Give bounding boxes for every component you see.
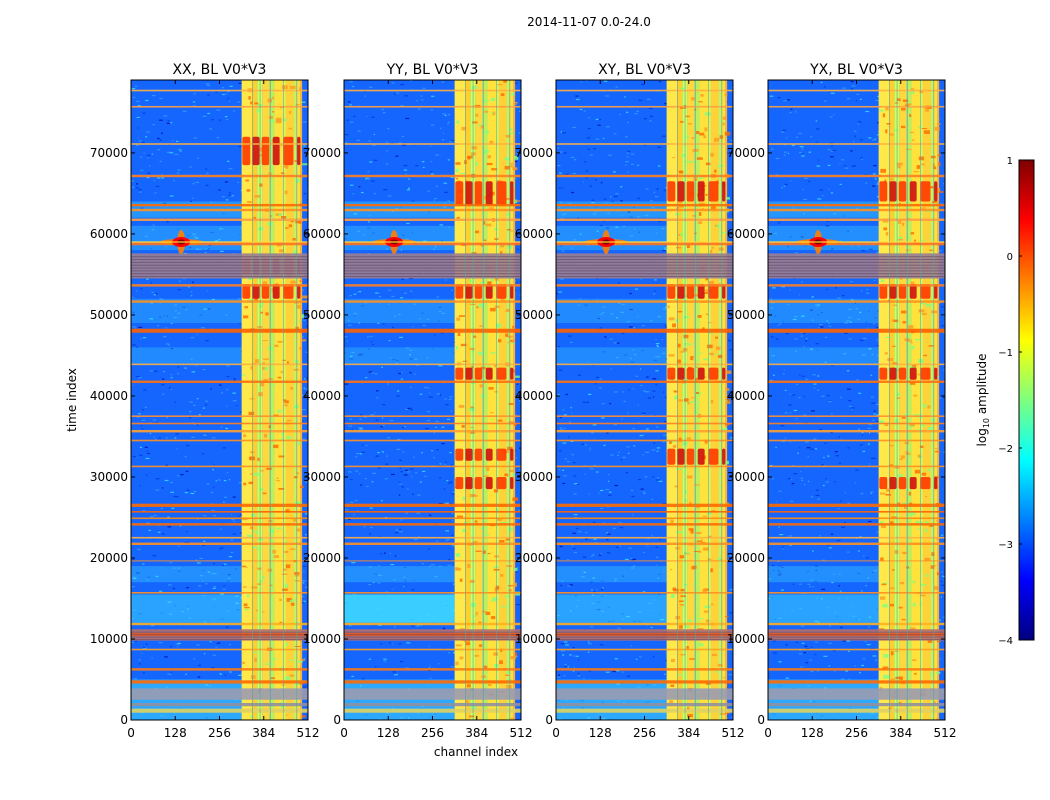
- colorbar-tick-label: 0: [1007, 252, 1013, 263]
- colorbar-tick-label: −2: [998, 444, 1013, 455]
- colorbar-label: log10 amplitude: [975, 354, 991, 447]
- y-tick-label: 60000: [303, 227, 341, 241]
- y-tick-label: 70000: [515, 146, 553, 160]
- panel-title: XX, BL V0*V3: [173, 62, 267, 78]
- heatmap-image: [556, 80, 733, 720]
- x-tick-label: 512: [297, 726, 320, 740]
- y-tick-label: 40000: [90, 389, 128, 403]
- x-tick-label: 0: [340, 726, 348, 740]
- panel-title: YY, BL V0*V3: [386, 62, 479, 78]
- x-tick-label: 0: [127, 726, 135, 740]
- y-tick-label: 60000: [90, 227, 128, 241]
- panel-title: XY, BL V0*V3: [598, 62, 691, 78]
- y-tick-label: 0: [545, 713, 553, 727]
- x-tick-label: 128: [377, 726, 400, 740]
- y-tick-label: 0: [120, 713, 128, 727]
- colorbar-tick-label: −4: [998, 636, 1013, 647]
- colorbar-tick-label: −3: [998, 540, 1013, 551]
- colorbar-tick-label: 1: [1007, 156, 1013, 167]
- panel-title: YX, BL V0*V3: [809, 62, 903, 78]
- x-tick-label: 256: [208, 726, 231, 740]
- y-tick-label: 40000: [303, 389, 341, 403]
- y-tick-label: 30000: [90, 470, 128, 484]
- y-tick-label: 10000: [727, 632, 765, 646]
- x-tick-label: 512: [934, 726, 957, 740]
- y-tick-label: 10000: [90, 632, 128, 646]
- heatmap-image: [344, 80, 521, 720]
- y-tick-label: 70000: [90, 146, 128, 160]
- y-tick-label: 50000: [303, 308, 341, 322]
- x-tick-label: 256: [633, 726, 656, 740]
- y-tick-label: 60000: [515, 227, 553, 241]
- x-tick-label: 0: [764, 726, 772, 740]
- x-tick-label: 128: [164, 726, 187, 740]
- y-tick-label: 70000: [303, 146, 341, 160]
- y-tick-label: 0: [757, 713, 765, 727]
- panel-xy: XY, BL V0*V3 0 128 256 384 512 0 10000 20000 3000…: [515, 62, 745, 740]
- x-tick-label: 128: [589, 726, 612, 740]
- colorbar: 1 0 −1 −2 −3 −4 log10 amplitude: [975, 156, 1035, 647]
- y-tick-label: 10000: [515, 632, 553, 646]
- y-tick-label: 50000: [515, 308, 553, 322]
- colorbar-tick-label: −1: [998, 348, 1013, 359]
- panel-yx: YX, BL V0*V3 0 128 256 384 512 0 10000 20000 3000…: [727, 62, 957, 740]
- y-tick-label: 30000: [515, 470, 553, 484]
- panel-yy: YY, BL V0*V3 0 128 256 384 512 0 10000 20000 3000…: [303, 62, 533, 740]
- panels: XX, BL V0*V3 0 128 256 384 512 0 10000 20000 3000…: [90, 62, 957, 740]
- figure-suptitle: 2014-11-07 0.0-24.0: [527, 15, 651, 29]
- colorbar-gradient: [1018, 159, 1035, 641]
- x-tick-label: 0: [552, 726, 560, 740]
- y-tick-label: 50000: [90, 308, 128, 322]
- y-axis-label: time index: [65, 368, 79, 432]
- x-tick-label: 384: [465, 726, 488, 740]
- y-tick-label: 20000: [303, 551, 341, 565]
- heatmap-image: [131, 80, 308, 720]
- x-axis-label: channel index: [434, 745, 518, 759]
- y-tick-label: 40000: [727, 389, 765, 403]
- y-tick-label: 0: [333, 713, 341, 727]
- x-tick-label: 512: [722, 726, 745, 740]
- x-tick-label: 512: [510, 726, 533, 740]
- y-tick-label: 20000: [515, 551, 553, 565]
- x-tick-label: 256: [845, 726, 868, 740]
- x-tick-label: 256: [421, 726, 444, 740]
- y-tick-label: 40000: [515, 389, 553, 403]
- x-tick-label: 384: [677, 726, 700, 740]
- y-tick-label: 30000: [727, 470, 765, 484]
- y-tick-label: 20000: [727, 551, 765, 565]
- y-tick-label: 10000: [303, 632, 341, 646]
- y-tick-label: 60000: [727, 227, 765, 241]
- y-tick-label: 30000: [303, 470, 341, 484]
- x-tick-label: 384: [889, 726, 912, 740]
- panel-xx: XX, BL V0*V3 0 128 256 384 512 0 10000 20000 3000…: [90, 62, 320, 740]
- y-tick-label: 50000: [727, 308, 765, 322]
- heatmap-image: [768, 80, 945, 720]
- y-tick-label: 70000: [727, 146, 765, 160]
- y-tick-label: 20000: [90, 551, 128, 565]
- x-tick-label: 128: [801, 726, 824, 740]
- x-tick-label: 384: [252, 726, 275, 740]
